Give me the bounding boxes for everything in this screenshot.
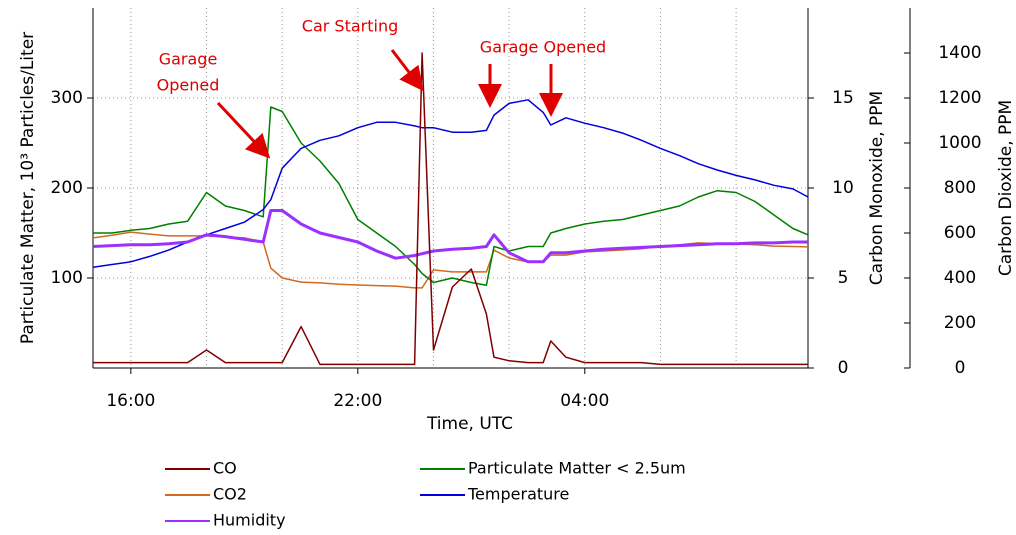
y-axis-title: Particulate Matter, 10³ Particles/Liter — [18, 32, 38, 344]
y3-tick-label: 0 — [955, 358, 966, 378]
legend-label: CO2 — [213, 485, 247, 504]
annotation: Car Starting — [302, 17, 398, 36]
y2-tick-label: 5 — [838, 268, 849, 288]
legend-label: Humidity — [213, 511, 286, 530]
y3-tick-label: 1200 — [938, 88, 981, 108]
y3-axis-title: Carbon Dioxide, PPM — [996, 100, 1016, 276]
y2-axis-title: Carbon Monoxide, PPM — [867, 91, 887, 285]
series-line — [92, 231, 809, 289]
legend-label: CO — [213, 459, 237, 478]
series-line — [93, 52, 808, 366]
annotation: Opened — [157, 76, 220, 95]
series-line — [93, 106, 809, 286]
y3-tick-label: 800 — [944, 178, 976, 198]
series-line — [92, 209, 808, 264]
y-tick-label: 100 — [51, 268, 83, 288]
y2-tick-label: 10 — [832, 178, 854, 198]
y3-tick-label: 200 — [944, 313, 976, 333]
y3-tick-label: 1400 — [938, 43, 981, 63]
annotation: Garage Opened — [480, 38, 606, 57]
y3-tick-label: 1000 — [938, 133, 981, 153]
y-tick-label: 200 — [51, 178, 83, 198]
y2-tick-label: 0 — [838, 358, 849, 378]
legend-label: Particulate Matter < 2.5um — [468, 459, 686, 478]
annotation: Garage — [159, 50, 218, 69]
x-tick-label: 22:00 — [333, 391, 382, 411]
series-line — [92, 99, 809, 268]
y-tick-label: 300 — [51, 88, 83, 108]
legend-label: Temperature — [467, 485, 569, 504]
y2-tick-label: 15 — [832, 88, 854, 108]
annotation-arrow — [390, 49, 424, 92]
y3-tick-label: 600 — [944, 223, 976, 243]
x-tick-label: 04:00 — [560, 391, 609, 411]
annotation-arrow — [216, 101, 271, 159]
x-axis-title: Time, UTC — [426, 414, 513, 434]
x-tick-label: 16:00 — [106, 391, 155, 411]
y3-tick-label: 400 — [944, 268, 976, 288]
